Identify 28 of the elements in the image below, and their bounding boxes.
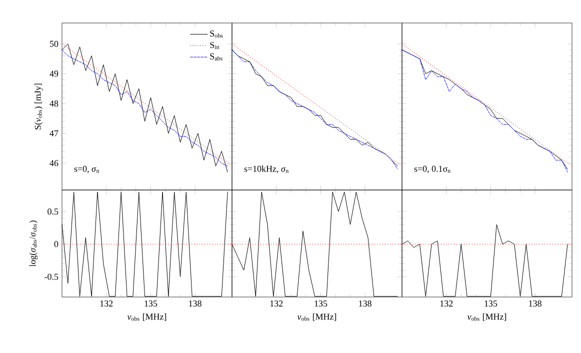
- legend-label: S$_{in}$: [210, 42, 220, 49]
- x-tick-label: 138: [529, 300, 542, 307]
- y-tick-label: 0.5: [48, 208, 58, 215]
- y-tick-label: 48: [50, 100, 58, 107]
- annotation: s=0, σ$_{n}$: [74, 166, 100, 174]
- annotation: s=10kHz, σ$_{n}$: [244, 166, 289, 174]
- y-tick-label: 0: [54, 241, 58, 248]
- x-tick-label: 138: [359, 300, 372, 307]
- x-tick-label: 135: [484, 300, 498, 307]
- legend-label: S$_{abs}$: [210, 53, 222, 60]
- legend-label: S$_{obs}$: [210, 30, 223, 38]
- y-axis-title: S(ν$_{obs}$) [mJy]: [34, 84, 43, 130]
- x-tick-label: 135: [144, 300, 158, 307]
- x-tick-label: 138: [189, 300, 202, 307]
- x-axis-title: ν$_{obs}$ [MHz]: [297, 313, 336, 321]
- x-axis-title: ν$_{obs}$ [MHz]: [467, 313, 506, 321]
- annotation: s=0, 0.1σ$_{n}$: [414, 166, 450, 174]
- x-tick-label: 132: [100, 300, 113, 307]
- y-axis-title: log(σ$_{abs}$/σ$_{obs}$): [29, 220, 38, 267]
- y-tick-label: 47: [50, 130, 58, 136]
- x-axis-title: ν$_{obs}$ [MHz]: [127, 313, 166, 321]
- x-tick-label: 132: [440, 300, 453, 307]
- x-tick-label: 132: [270, 300, 283, 307]
- y-tick-label: -0.5: [44, 274, 58, 280]
- y-tick-label: 50: [50, 40, 58, 47]
- x-tick-label: 135: [314, 300, 328, 307]
- y-tick-label: 49: [50, 70, 58, 77]
- y-tick-label: 46: [50, 160, 58, 166]
